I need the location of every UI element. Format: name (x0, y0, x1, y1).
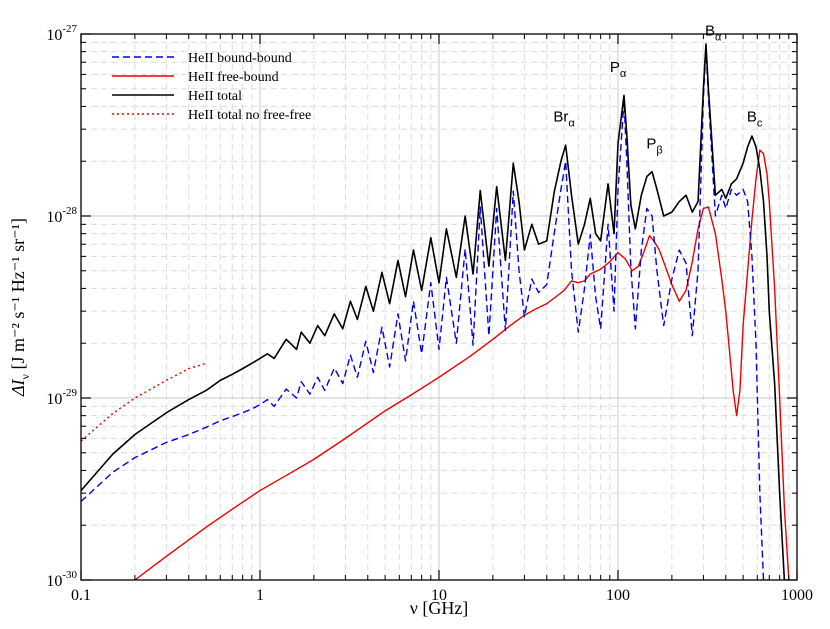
series-line-1 (134, 149, 790, 580)
tick-labels: 0.1 1 10 100 1000 10-30 10-29 10-28 10-27 (46, 23, 813, 604)
legend-label: HeII total no free-free (188, 108, 311, 123)
legend-label: HeII free-bound (188, 70, 279, 85)
x-tick-label: 1 (256, 587, 264, 604)
y-tick-label: 10-29 (46, 387, 77, 408)
annotation-label: Bc (747, 109, 763, 130)
annotation-label: Pβ (646, 135, 662, 156)
line-annotations: Brα Pα Pβ Bα Bc (553, 23, 762, 157)
annotation-label: Pα (610, 59, 627, 80)
grid-minor-lines (81, 34, 797, 580)
series-layer (81, 43, 790, 580)
annotation-label: Bα (705, 23, 722, 44)
x-axis-label: ν [GHz] (410, 598, 469, 618)
x-tick-label: 0.1 (71, 587, 91, 604)
x-tick-label: 10 (431, 587, 447, 604)
x-tick-label: 1000 (781, 587, 813, 604)
series-line-0 (81, 48, 770, 580)
y-tick-label: 10-28 (46, 205, 77, 226)
y-tick-label: 10-27 (46, 23, 77, 44)
x-tick-label: 100 (606, 587, 630, 604)
legend: HeII bound-bound HeII free-bound HeII tota… (112, 51, 311, 123)
y-axis-label: ΔIν [J m⁻² s⁻¹ Hz⁻¹ sr⁻¹] (8, 218, 32, 397)
annotation-label: Brα (553, 109, 575, 130)
series-line-2 (81, 43, 789, 580)
y-tick-label: 10-30 (46, 569, 77, 590)
legend-label: HeII total (188, 89, 242, 104)
axis-ticks (80, 33, 798, 581)
legend-label: HeII bound-bound (188, 51, 292, 66)
